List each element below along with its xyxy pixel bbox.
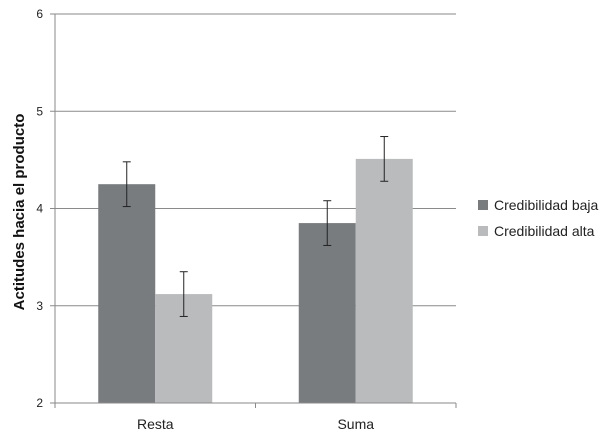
legend: Credibilidad baja Credibilidad alta	[478, 197, 599, 239]
x-category-label: Resta	[137, 416, 174, 432]
bar	[298, 223, 356, 403]
y-axis-ticks: 2 3 4 5 6	[36, 7, 56, 410]
legend-label: Credibilidad alta	[494, 223, 595, 239]
y-tick-label: 2	[36, 396, 43, 410]
x-axis: Resta Suma	[54, 402, 457, 432]
y-axis-label: Actitudes hacia el producto	[11, 114, 28, 311]
error-bars	[122, 136, 389, 317]
legend-label: Credibilidad baja	[494, 197, 599, 213]
y-tick-label: 4	[36, 202, 43, 216]
bars	[98, 158, 413, 403]
y-tick-label: 5	[36, 104, 43, 118]
y-tick-label: 6	[36, 7, 43, 21]
y-tick-label: 3	[36, 299, 43, 313]
legend-swatch	[478, 200, 488, 210]
bar	[98, 184, 156, 403]
x-category-label: Suma	[337, 416, 374, 432]
legend-swatch	[478, 226, 488, 236]
bar	[355, 158, 413, 403]
